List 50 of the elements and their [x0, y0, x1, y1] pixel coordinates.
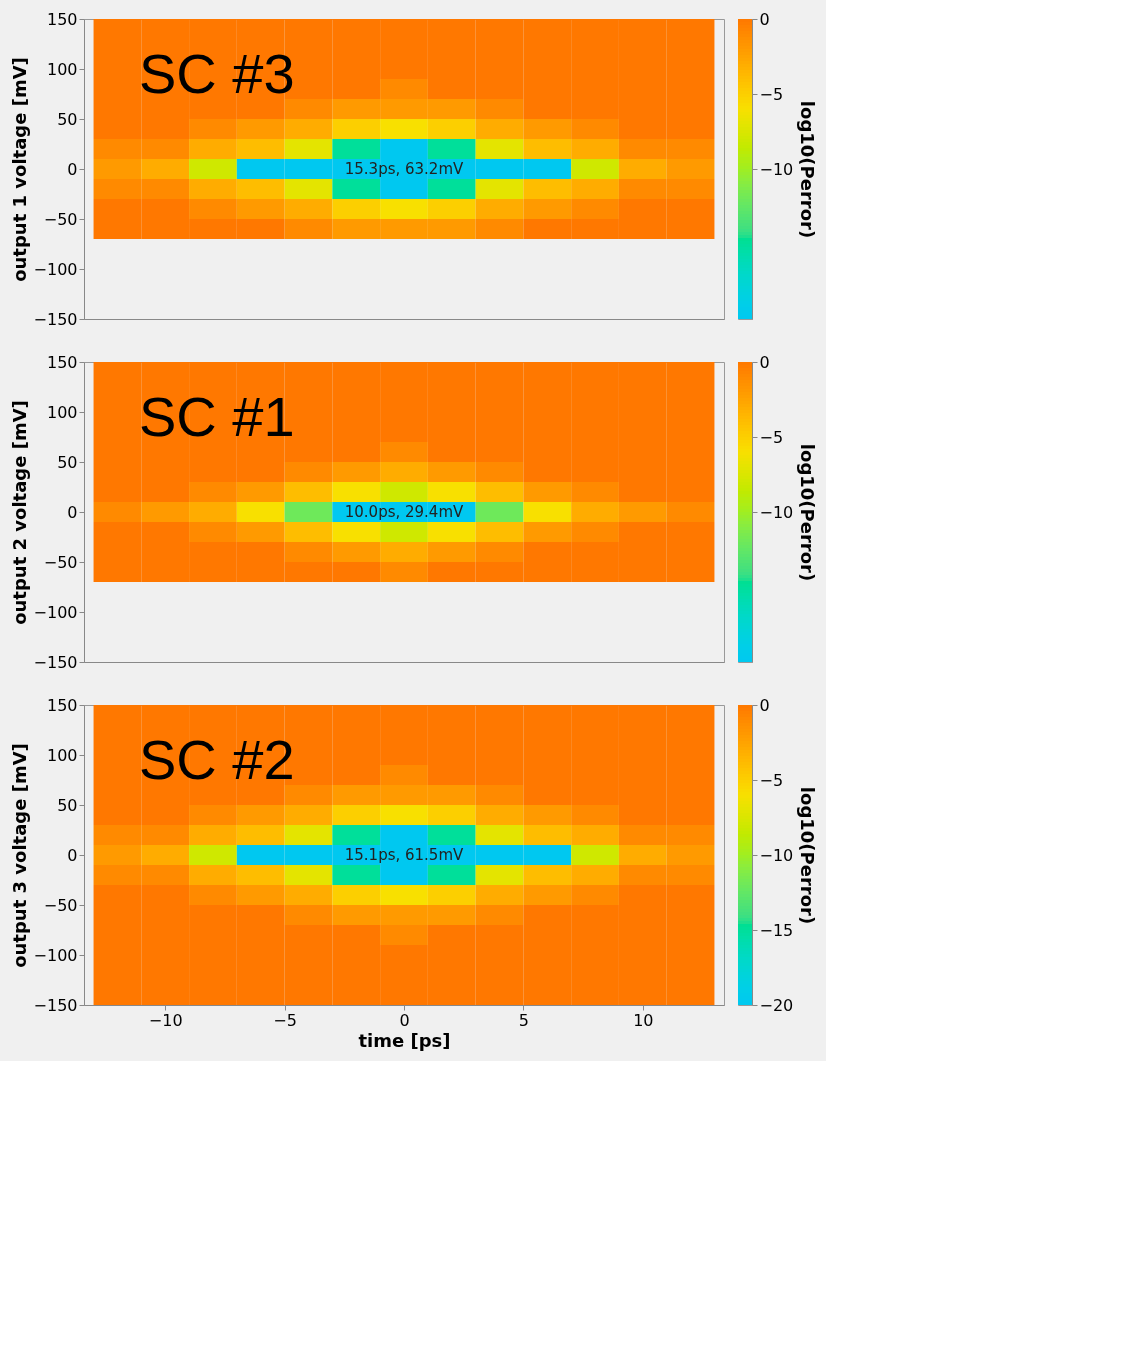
y-tick-label: 0	[67, 845, 78, 865]
annotation: 15.1ps, 61.5mV	[344, 846, 465, 864]
color-bar-label: −10	[759, 159, 794, 179]
y-tick-label: 150	[46, 352, 78, 372]
color-bar-label: −20	[759, 995, 794, 1015]
y-tick-label: 150	[46, 9, 78, 29]
x-tick-label: −5	[273, 1010, 297, 1030]
x-tick-label: −10	[148, 1010, 183, 1030]
color-bar-title: log10(Perror)	[797, 100, 819, 239]
y-axis-title: output 1 voltage [mV]	[8, 57, 30, 282]
y-tick-label: 50	[57, 109, 78, 129]
y-tick-label: 150	[46, 695, 78, 715]
y-tick-label: 0	[67, 159, 78, 179]
x-tick-label: 0	[399, 1010, 410, 1030]
y-tick-label: −100	[33, 259, 78, 279]
y-tick-label: 100	[46, 745, 78, 765]
y-tick-label: −100	[33, 945, 78, 965]
y-tick-label: −50	[43, 895, 78, 915]
y-tick-label: 50	[57, 452, 78, 472]
color-bar-label: 0	[759, 695, 770, 715]
y-tick-label: 0	[67, 502, 78, 522]
x-tick-label: 5	[518, 1010, 529, 1030]
y-axis-title: output 2 voltage [mV]	[8, 400, 30, 625]
chart-title: SC #3	[139, 42, 295, 105]
x-axis-title: time [ps]	[358, 1029, 451, 1051]
y-tick-label: 100	[46, 402, 78, 422]
chart-title: SC #1	[139, 385, 295, 448]
color-bar-label: 0	[759, 352, 770, 372]
color-bar-label: −15	[759, 920, 794, 940]
color-bar-label: −10	[759, 845, 794, 865]
y-tick-label: −100	[33, 602, 78, 622]
color-bar-label: −5	[759, 427, 784, 447]
y-tick-label: 100	[46, 59, 78, 79]
y-axis-title: output 3 voltage [mV]	[8, 743, 30, 968]
color-bar-label: −5	[759, 770, 784, 790]
y-tick-label: −150	[33, 652, 78, 672]
color-bar-label: 0	[759, 9, 770, 29]
y-tick-label: −50	[43, 552, 78, 572]
x-tick-label: 10	[633, 1010, 654, 1030]
chart-title: SC #2	[139, 728, 295, 791]
color-bar-title: log10(Perror)	[797, 786, 819, 925]
y-tick-label: −50	[43, 209, 78, 229]
annotation: 15.3ps, 63.2mV	[344, 160, 465, 178]
color-bar-label: −5	[759, 84, 784, 104]
y-tick-label: 50	[57, 795, 78, 815]
y-tick-label: −150	[33, 995, 78, 1015]
color-bar-title: log10(Perror)	[797, 443, 819, 582]
annotation: 10.0ps, 29.4mV	[344, 503, 465, 521]
y-tick-label: −150	[33, 309, 78, 329]
color-bar-label: −10	[759, 502, 794, 522]
